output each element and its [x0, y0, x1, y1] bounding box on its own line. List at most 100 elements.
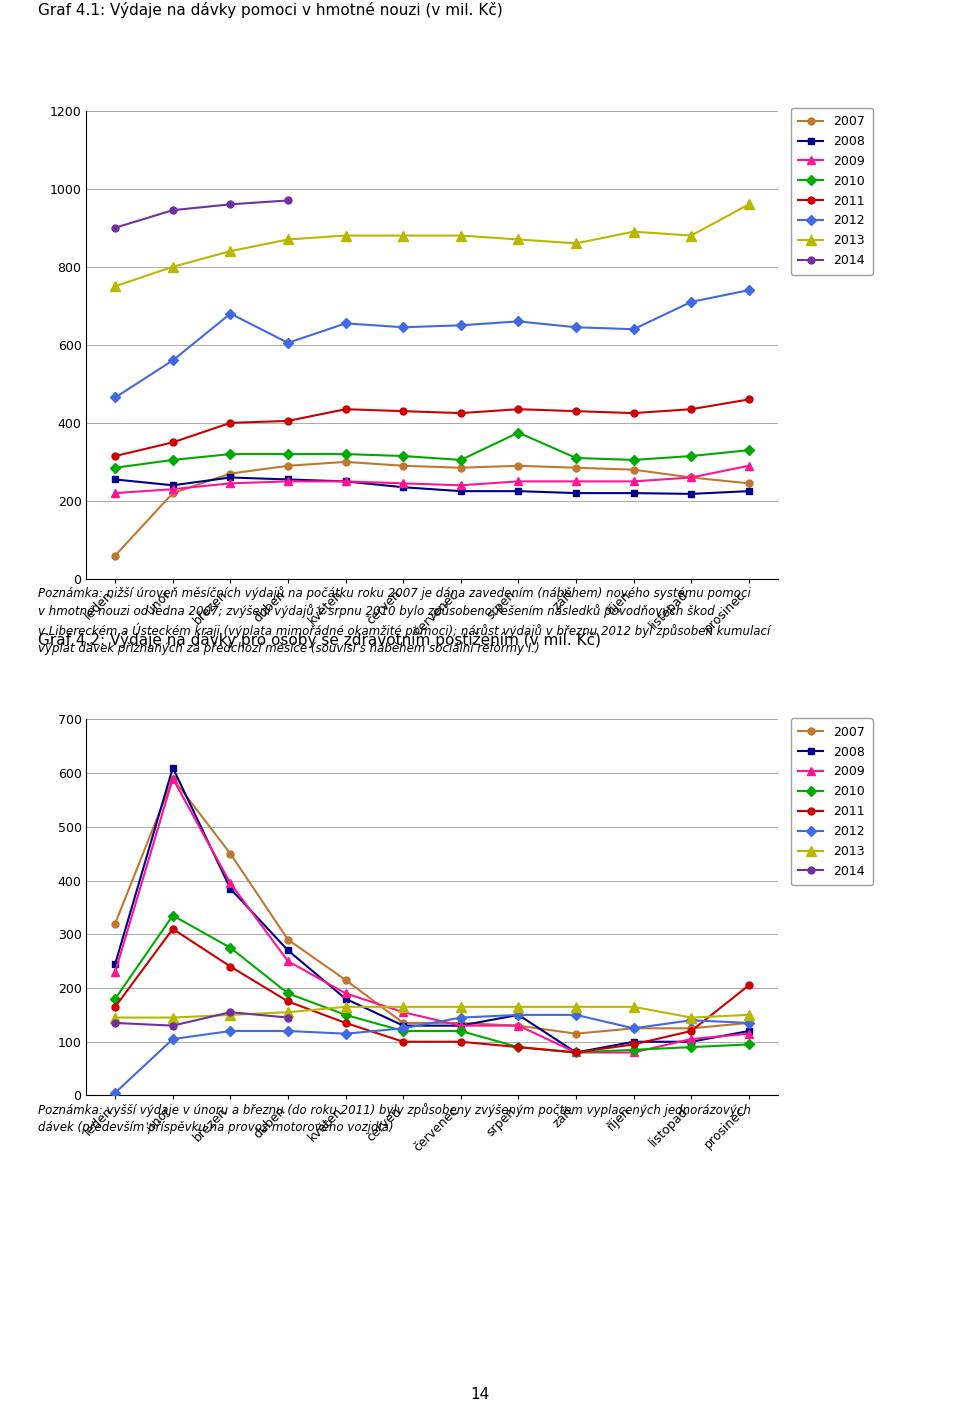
- 2010: [455, 1023, 467, 1040]
- 2007: [167, 771, 179, 788]
- 2010: [628, 1042, 639, 1059]
- Line: 2012: 2012: [111, 1012, 753, 1097]
- 2013: [397, 227, 409, 244]
- 2008: [167, 759, 179, 776]
- 2010: [513, 1039, 524, 1056]
- 2008: [513, 1006, 524, 1023]
- Line: 2009: 2009: [111, 461, 753, 497]
- 2010: [570, 1044, 582, 1061]
- 2009: [109, 964, 121, 981]
- 2007: [225, 846, 236, 863]
- 2007: [455, 460, 467, 477]
- 2010: [225, 939, 236, 956]
- 2007: [109, 546, 121, 563]
- Line: 2008: 2008: [111, 474, 753, 497]
- 2011: [282, 993, 294, 1010]
- 2009: [685, 468, 697, 485]
- 2008: [628, 484, 639, 501]
- 2012: [685, 294, 697, 311]
- Line: 2007: 2007: [111, 458, 753, 559]
- 2012: [282, 1023, 294, 1040]
- 2007: [513, 1017, 524, 1034]
- 2009: [167, 771, 179, 788]
- 2009: [570, 1044, 582, 1061]
- 2011: [167, 434, 179, 451]
- 2008: [743, 1023, 755, 1040]
- 2011: [513, 1039, 524, 1056]
- Line: 2014: 2014: [111, 197, 292, 231]
- Text: Poznámka: nižší úroveň měsíčních výdajů na počátku roku 2007 je dána zavedením (: Poznámka: nižší úroveň měsíčních výdajů …: [38, 586, 771, 656]
- 2013: [340, 999, 351, 1016]
- 2009: [628, 473, 639, 490]
- 2011: [743, 390, 755, 409]
- 2012: [225, 1023, 236, 1040]
- 2013: [628, 999, 639, 1016]
- Line: 2014: 2014: [111, 1009, 292, 1029]
- Line: 2011: 2011: [111, 925, 753, 1056]
- 2013: [225, 243, 236, 260]
- 2013: [455, 227, 467, 244]
- 2010: [167, 907, 179, 924]
- 2010: [685, 447, 697, 464]
- 2014: [167, 201, 179, 219]
- 2010: [570, 450, 582, 467]
- 2010: [743, 441, 755, 458]
- 2007: [167, 484, 179, 501]
- 2009: [455, 1017, 467, 1034]
- 2010: [513, 424, 524, 441]
- 2013: [109, 1009, 121, 1026]
- 2007: [628, 1020, 639, 1037]
- 2012: [167, 1030, 179, 1047]
- 2014: [282, 1009, 294, 1026]
- 2008: [570, 484, 582, 501]
- Line: 2007: 2007: [111, 775, 753, 1037]
- 2014: [282, 192, 294, 209]
- 2007: [685, 468, 697, 485]
- 2009: [743, 457, 755, 474]
- 2011: [397, 1033, 409, 1050]
- Line: 2013: 2013: [110, 200, 754, 291]
- 2013: [109, 278, 121, 295]
- 2007: [397, 1015, 409, 1032]
- 2012: [743, 1015, 755, 1032]
- 2014: [109, 1015, 121, 1032]
- 2011: [455, 1033, 467, 1050]
- 2008: [455, 1017, 467, 1034]
- 2009: [743, 1025, 755, 1042]
- 2008: [167, 477, 179, 494]
- 2010: [685, 1039, 697, 1056]
- Line: 2011: 2011: [111, 396, 753, 460]
- 2009: [397, 1003, 409, 1020]
- 2007: [455, 1015, 467, 1032]
- 2011: [570, 1044, 582, 1061]
- 2012: [570, 319, 582, 336]
- 2012: [225, 305, 236, 322]
- 2011: [109, 999, 121, 1016]
- 2013: [225, 1006, 236, 1023]
- 2013: [167, 258, 179, 275]
- 2011: [570, 403, 582, 420]
- 2008: [340, 990, 351, 1007]
- 2010: [628, 451, 639, 468]
- 2010: [743, 1036, 755, 1053]
- 2009: [513, 473, 524, 490]
- 2007: [109, 915, 121, 932]
- 2008: [340, 473, 351, 490]
- 2010: [397, 447, 409, 464]
- 2012: [628, 1020, 639, 1037]
- Legend: 2007, 2008, 2009, 2010, 2011, 2012, 2013, 2014: 2007, 2008, 2009, 2010, 2011, 2012, 2013…: [791, 718, 873, 885]
- 2007: [628, 461, 639, 478]
- 2011: [513, 400, 524, 417]
- 2013: [570, 234, 582, 253]
- 2012: [743, 281, 755, 299]
- 2013: [455, 999, 467, 1016]
- 2012: [455, 1009, 467, 1026]
- 2007: [743, 475, 755, 492]
- 2009: [167, 481, 179, 498]
- 2013: [685, 227, 697, 244]
- Text: Graf 4.1: Výdaje na dávky pomoci v hmotné nouzi (v mil. Kč): Graf 4.1: Výdaje na dávky pomoci v hmotn…: [38, 3, 503, 18]
- 2009: [685, 1030, 697, 1047]
- 2010: [282, 446, 294, 463]
- 2013: [340, 227, 351, 244]
- 2011: [167, 921, 179, 938]
